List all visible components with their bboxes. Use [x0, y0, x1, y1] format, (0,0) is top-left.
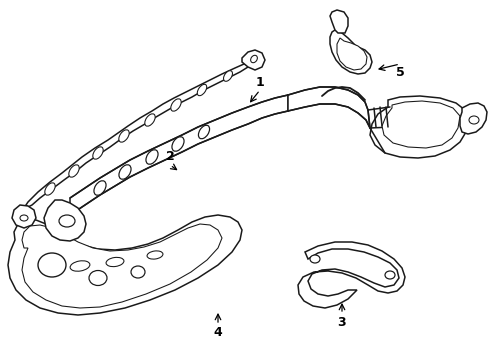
- Ellipse shape: [119, 165, 131, 179]
- Ellipse shape: [38, 253, 66, 277]
- Polygon shape: [336, 38, 366, 70]
- Ellipse shape: [20, 215, 28, 221]
- Text: 2: 2: [165, 150, 174, 163]
- Polygon shape: [12, 205, 36, 228]
- Polygon shape: [369, 96, 467, 158]
- Polygon shape: [26, 63, 249, 207]
- Text: 3: 3: [337, 315, 346, 328]
- Ellipse shape: [172, 137, 183, 151]
- Ellipse shape: [59, 215, 75, 227]
- Ellipse shape: [70, 261, 90, 271]
- Ellipse shape: [198, 125, 209, 139]
- Polygon shape: [329, 30, 371, 74]
- Ellipse shape: [131, 266, 145, 278]
- Ellipse shape: [106, 257, 123, 267]
- Polygon shape: [297, 242, 404, 308]
- Text: 4: 4: [213, 327, 222, 339]
- Polygon shape: [287, 87, 369, 128]
- Ellipse shape: [309, 255, 319, 263]
- Ellipse shape: [145, 150, 158, 164]
- Text: 5: 5: [395, 66, 404, 78]
- Ellipse shape: [197, 84, 206, 96]
- Ellipse shape: [170, 99, 181, 111]
- Text: 1: 1: [255, 76, 264, 89]
- Ellipse shape: [250, 55, 257, 63]
- Ellipse shape: [69, 165, 79, 177]
- Ellipse shape: [89, 270, 107, 285]
- Ellipse shape: [147, 251, 163, 259]
- Polygon shape: [22, 224, 222, 308]
- Polygon shape: [70, 95, 287, 215]
- Ellipse shape: [45, 183, 55, 195]
- Polygon shape: [44, 200, 86, 241]
- Ellipse shape: [223, 71, 232, 81]
- Polygon shape: [8, 215, 242, 315]
- Ellipse shape: [119, 130, 129, 142]
- Ellipse shape: [468, 116, 478, 124]
- Polygon shape: [242, 50, 264, 70]
- Polygon shape: [459, 103, 486, 134]
- Ellipse shape: [144, 114, 155, 126]
- Ellipse shape: [384, 271, 394, 279]
- Polygon shape: [381, 101, 459, 148]
- Ellipse shape: [94, 181, 106, 195]
- Polygon shape: [329, 10, 347, 33]
- Ellipse shape: [93, 147, 103, 159]
